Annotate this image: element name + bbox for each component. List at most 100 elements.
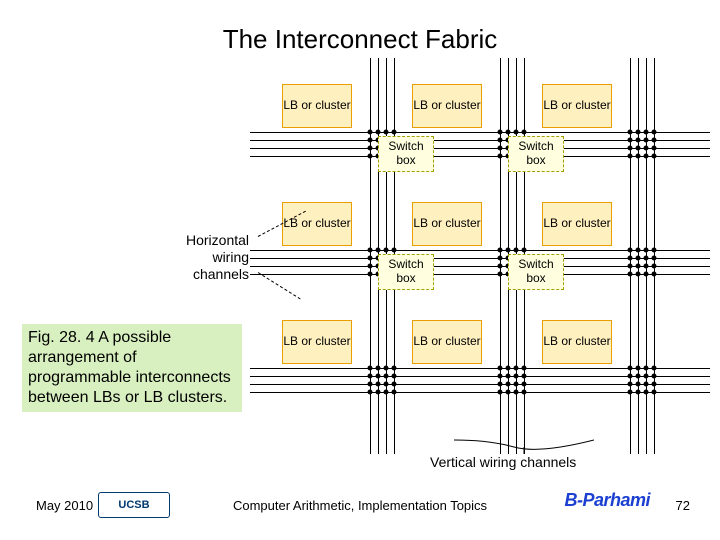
connection-dot xyxy=(384,248,389,253)
hwire xyxy=(250,140,710,141)
connection-dot xyxy=(522,130,527,135)
connection-dot xyxy=(368,264,373,269)
hwire xyxy=(250,376,710,377)
hwire xyxy=(250,266,710,267)
connection-dot xyxy=(636,146,641,151)
connection-dot xyxy=(644,154,649,159)
connection-dot xyxy=(498,264,503,269)
connection-dot xyxy=(644,264,649,269)
connection-dot xyxy=(392,248,397,253)
connection-dot xyxy=(644,374,649,379)
connection-dot xyxy=(628,374,633,379)
connection-dot xyxy=(514,130,519,135)
connection-dot xyxy=(636,374,641,379)
connection-dot xyxy=(376,382,381,387)
switch-box: Switch box xyxy=(378,136,434,172)
connection-dot xyxy=(652,366,657,371)
connection-dot xyxy=(636,130,641,135)
connection-dot xyxy=(644,130,649,135)
connection-dot xyxy=(368,272,373,277)
connection-dot xyxy=(644,366,649,371)
lb-cluster-box: LB or cluster xyxy=(412,320,482,364)
switch-box: Switch box xyxy=(378,254,434,290)
connection-dot xyxy=(522,248,527,253)
connection-dot xyxy=(652,382,657,387)
figure-caption: Fig. 28. 4 A possible arrangement of pro… xyxy=(22,324,242,412)
connection-dot xyxy=(376,366,381,371)
connection-dot xyxy=(644,272,649,277)
connection-dot xyxy=(652,272,657,277)
connection-dot xyxy=(498,154,503,159)
connection-dot xyxy=(384,366,389,371)
interconnect-diagram: LB or cluster LB or cluster LB or cluster L… xyxy=(280,70,680,450)
lb-cluster-box: LB or cluster xyxy=(542,84,612,128)
connection-dot xyxy=(652,138,657,143)
connection-dot xyxy=(652,130,657,135)
connection-dot xyxy=(628,382,633,387)
hwire xyxy=(250,368,710,369)
connection-dot xyxy=(636,366,641,371)
hwire xyxy=(250,392,710,393)
connection-dot xyxy=(628,366,633,371)
connection-dot xyxy=(498,248,503,253)
connection-dot xyxy=(368,366,373,371)
hwire xyxy=(250,156,710,157)
connection-dot xyxy=(392,130,397,135)
connection-dot xyxy=(522,390,527,395)
slide-title: The Interconnect Fabric xyxy=(0,24,720,55)
lb-cluster-box: LB or cluster xyxy=(542,202,612,246)
connection-dot xyxy=(628,154,633,159)
connection-dot xyxy=(376,248,381,253)
connection-dot xyxy=(522,374,527,379)
connection-dot xyxy=(506,248,511,253)
connection-dot xyxy=(636,390,641,395)
ucsb-logo: UCSB xyxy=(98,492,170,518)
lb-cluster-box: LB or cluster xyxy=(282,84,352,128)
lb-cluster-box: LB or cluster xyxy=(412,84,482,128)
connection-dot xyxy=(506,382,511,387)
connection-dot xyxy=(392,374,397,379)
connection-dot xyxy=(498,382,503,387)
connection-dot xyxy=(628,272,633,277)
connection-dot xyxy=(506,390,511,395)
connection-dot xyxy=(652,374,657,379)
hwire xyxy=(250,384,710,385)
connection-dot xyxy=(652,390,657,395)
connection-dot xyxy=(514,390,519,395)
horizontal-channel-label: Horizontal wiring channels xyxy=(186,232,249,282)
connection-dot xyxy=(498,390,503,395)
connection-dot xyxy=(644,146,649,151)
connection-dot xyxy=(368,154,373,159)
footer-page-number: 72 xyxy=(676,498,690,513)
connection-dot xyxy=(644,256,649,261)
hwire xyxy=(250,148,710,149)
connection-dot xyxy=(392,390,397,395)
lb-cluster-box: LB or cluster xyxy=(412,202,482,246)
connection-dot xyxy=(368,382,373,387)
connection-dot xyxy=(522,366,527,371)
connection-dot xyxy=(628,130,633,135)
lb-cluster-box: LB or cluster xyxy=(282,202,352,246)
connection-dot xyxy=(652,146,657,151)
connection-dot xyxy=(498,130,503,135)
connection-dot xyxy=(368,146,373,151)
author-logo: B-Parhami xyxy=(564,490,650,511)
connection-dot xyxy=(644,138,649,143)
connection-dot xyxy=(384,382,389,387)
connection-dot xyxy=(498,366,503,371)
vertical-channel-label: Vertical wiring channels xyxy=(430,454,576,470)
connection-dot xyxy=(514,382,519,387)
connection-dot xyxy=(376,390,381,395)
connection-dot xyxy=(368,256,373,261)
switch-box: Switch box xyxy=(508,254,564,290)
switch-box: Switch box xyxy=(508,136,564,172)
connection-dot xyxy=(644,382,649,387)
connection-dot xyxy=(636,256,641,261)
connection-dot xyxy=(368,138,373,143)
connection-dot xyxy=(636,264,641,269)
connection-dot xyxy=(628,248,633,253)
connection-dot xyxy=(652,154,657,159)
connection-dot xyxy=(498,146,503,151)
connection-dot xyxy=(644,248,649,253)
connection-dot xyxy=(392,366,397,371)
